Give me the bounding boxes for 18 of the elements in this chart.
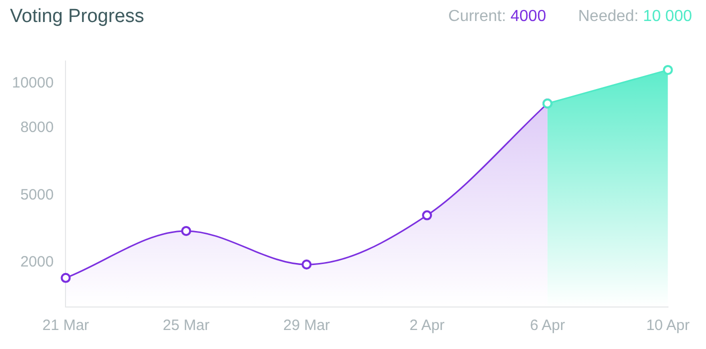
x-tick-label: 2 Apr — [410, 317, 445, 334]
y-tick-label: 10000 — [12, 74, 54, 92]
point — [60, 272, 71, 283]
point — [662, 64, 673, 75]
y-tick-label: 5000 — [20, 186, 54, 204]
x-tick-label: 25 Mar — [162, 317, 210, 334]
chart-title: Voting Progress — [10, 6, 144, 28]
point — [422, 210, 432, 220]
point — [302, 260, 312, 270]
point — [181, 226, 192, 236]
x-tick-label: 29 Mar — [283, 317, 330, 334]
text: Needed: 10 000 — [578, 8, 692, 25]
x-tick-label: 6 Apr — [530, 317, 565, 334]
x-tick-label: 10 Apr — [646, 317, 690, 334]
text: Current: 4000 — [448, 8, 546, 25]
y-tick-label: 8000 — [20, 119, 54, 136]
x-tick-label: 21 Mar — [42, 317, 90, 334]
y-tick-label: 2000 — [20, 253, 54, 270]
